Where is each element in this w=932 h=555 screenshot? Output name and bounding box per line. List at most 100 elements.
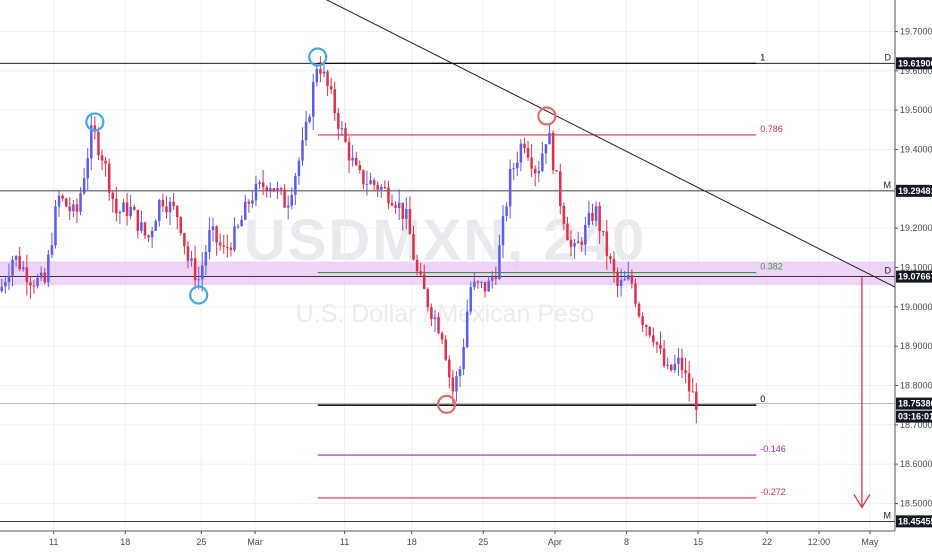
candle-body-55 (197, 279, 200, 281)
candle-body-22 (79, 193, 82, 212)
candle-body-87 (311, 82, 315, 117)
candle-body-93 (333, 89, 336, 114)
candle-body-43 (154, 221, 157, 231)
candle-body-185 (662, 348, 666, 366)
candle-body-183 (655, 342, 659, 345)
candle-body-61 (218, 242, 222, 246)
candle-body-27 (97, 131, 100, 156)
candle-body-6 (22, 267, 25, 270)
candle-body-191 (684, 370, 687, 374)
marker-circle-1[interactable] (189, 285, 209, 305)
candle-body-80 (286, 205, 290, 208)
candle-body-167 (598, 206, 601, 232)
candle-body-46 (165, 206, 168, 213)
price-tag-bg-2 (896, 270, 932, 283)
candle-body-133 (476, 281, 480, 283)
candle-body-103 (369, 180, 372, 184)
candle-body-190 (680, 357, 684, 371)
candle-body-4 (14, 256, 18, 260)
time-axis[interactable]: 11 18 25 Mar 11 18 25 Apr 8 15 22 12:00 May (0, 530, 895, 550)
candle-body-139 (498, 245, 501, 279)
candle-body-161 (576, 241, 580, 244)
candle-body-41 (147, 235, 150, 238)
candle-body-25 (90, 125, 93, 159)
candle-body-144 (516, 162, 519, 169)
candle-body-79 (283, 189, 286, 208)
price-tick-label-8: 18.90000 (900, 341, 932, 351)
marker-circle-0[interactable] (85, 112, 105, 132)
marker-circle-2[interactable] (308, 47, 328, 67)
candle-body-26 (93, 125, 97, 132)
candle-body-117 (419, 271, 422, 275)
candle-body-175 (627, 275, 630, 280)
time-tick-label-10: 22 (762, 537, 772, 547)
candle-body-147 (526, 148, 530, 158)
candle-body-162 (580, 241, 584, 245)
fib-level-label-3: 0 (760, 394, 765, 404)
candle-body-187 (669, 364, 673, 371)
candle-body-165 (591, 213, 594, 221)
trendline[interactable] (210, 0, 896, 288)
candle-body-35 (125, 202, 129, 217)
candle-body-11 (39, 272, 43, 278)
candle-body-163 (584, 224, 587, 245)
candle-body-158 (566, 223, 569, 241)
candle-body-52 (186, 246, 190, 261)
candle-body-77 (276, 187, 279, 192)
time-tick-label-3: Mar (247, 537, 263, 547)
candle-body-129 (462, 347, 465, 370)
fibonacci-layer: 1 0.786 0.382 0 -0.146 -0.272 (317, 52, 786, 499)
candle-body-58 (208, 230, 211, 252)
marker-circle-4[interactable] (537, 106, 557, 126)
candle-body-89 (319, 68, 322, 74)
candle-body-34 (122, 202, 125, 212)
candle-body-74 (265, 187, 268, 191)
fib-level-label-2: 0.382 (760, 262, 783, 272)
candle-body-54 (193, 258, 197, 281)
candle-body-14 (50, 245, 54, 255)
countdown-label: 03:16:01 (898, 412, 932, 422)
candle-body-124 (444, 339, 447, 360)
candle-body-134 (480, 282, 483, 284)
candle-body-193 (691, 391, 694, 393)
price-tick-label-10: 18.70000 (900, 420, 932, 430)
candle-body-76 (272, 188, 276, 192)
candle-body-169 (605, 231, 609, 257)
candle-body-194 (695, 391, 698, 410)
candle-body-181 (648, 326, 652, 336)
time-tick-label-8: 8 (624, 537, 629, 547)
candle-body-28 (100, 155, 104, 161)
price-tag-0: 19.61900 (898, 58, 932, 68)
candle-body-65 (233, 226, 236, 251)
marker-circle-3[interactable] (437, 394, 457, 414)
candle-body-116 (415, 259, 419, 272)
candle-body-126 (451, 377, 455, 392)
candle-body-152 (544, 144, 548, 154)
candle-body-91 (326, 71, 329, 87)
candle-body-69 (247, 201, 251, 204)
candle-body-85 (304, 121, 308, 141)
price-tag-4: 18.45455 (898, 516, 932, 526)
price-tick-label-3: 19.40000 (900, 144, 932, 154)
candle-body-38 (136, 209, 140, 231)
candle-body-155 (555, 170, 558, 172)
candle-body-49 (175, 206, 179, 218)
candle-body-68 (243, 201, 247, 220)
price-axis[interactable]: 19.7000019.6000019.5000019.4000019.30000… (894, 0, 932, 550)
candle-body-156 (559, 171, 562, 206)
candle-body-88 (315, 68, 319, 83)
candle-body-59 (211, 226, 215, 231)
candle-body-29 (104, 160, 107, 164)
candle-body-53 (190, 258, 193, 261)
candle-body-64 (229, 247, 233, 251)
candle-body-83 (297, 160, 301, 177)
trendline-layer (210, 0, 896, 288)
candle-body-92 (329, 86, 333, 90)
candle-body-168 (601, 231, 605, 233)
candle-body-19 (68, 206, 72, 212)
candle-body-171 (612, 258, 616, 272)
candle-body-66 (236, 226, 240, 228)
candle-body-132 (473, 281, 476, 288)
